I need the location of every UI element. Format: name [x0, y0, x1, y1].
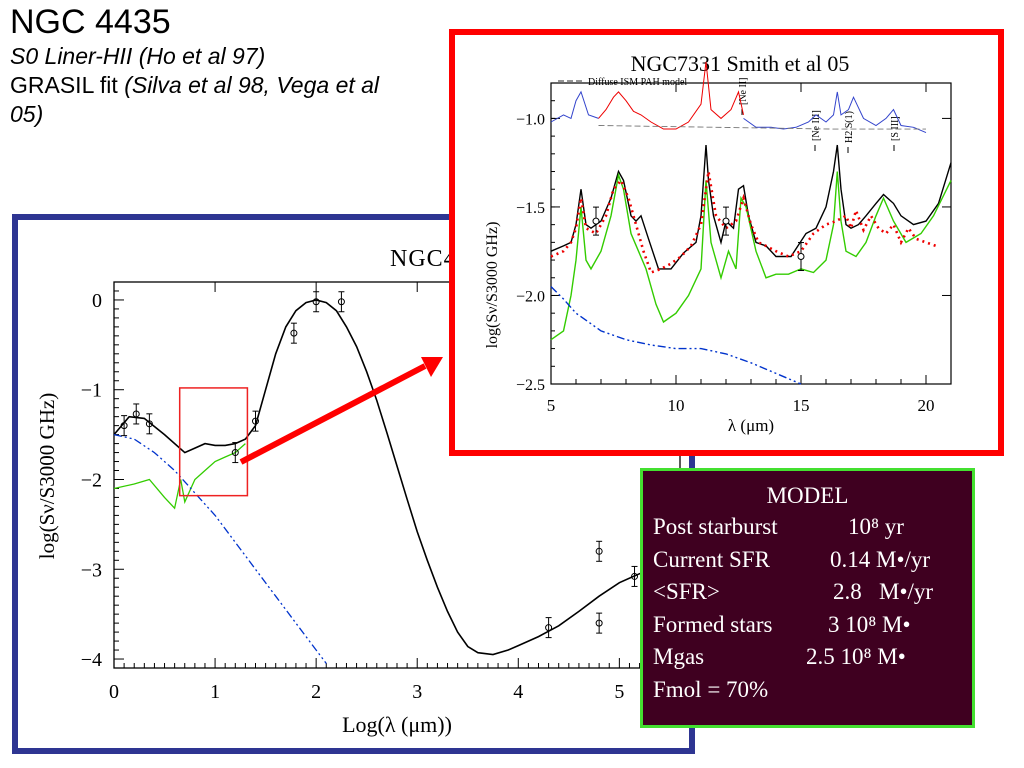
model-series-line-1: [550, 171, 952, 341]
slide-title-block: NGC 4435 S0 Liner-HII (Ho et al 97) GRAS…: [10, 2, 379, 129]
model-value: 2.5 10⁸ M•: [806, 644, 906, 669]
data-point: [595, 547, 603, 555]
model-row-formed-stars: Formed stars 3 10⁸ M•: [643, 609, 972, 642]
y-tick-label: −1.0: [516, 111, 545, 128]
ngc7331-mir-chart: NGC7331 Smith et al 05 5 10 15 20 −1.0 −1.5 −2.…: [484, 51, 952, 435]
y-tick-label: −1: [81, 380, 102, 402]
model-series-line-2: [113, 433, 327, 664]
model-label: Formed stars: [653, 611, 773, 637]
data-point: [312, 298, 320, 306]
y-axis-label: log(Sν/S3000 GHz): [484, 222, 501, 349]
model-label: Fmol = 70%: [653, 676, 769, 702]
model-row-current-sfr: Current SFR 0.14 M•/yr: [643, 544, 972, 577]
y-tick-label: −3: [81, 559, 102, 581]
zoom-region-box: [178, 387, 249, 497]
model-row-fmol: Fmol = 70%: [643, 674, 972, 707]
line-label: [Ne II]: [738, 78, 749, 105]
data-point: [145, 420, 153, 428]
model-label: <SFR>: [653, 579, 720, 604]
x-tick-label: 10: [668, 396, 685, 415]
x-tick-label: 0: [109, 681, 119, 703]
model-series-line-4: [550, 90, 599, 123]
model-row-mgas: Mgas 2.5 10⁸ M•: [643, 641, 972, 674]
y-tick-label: −2.0: [516, 288, 545, 305]
data-point: [592, 217, 600, 225]
model-series-line-6: [743, 91, 927, 134]
model-value: 0.14 M•/yr: [830, 546, 931, 572]
model-series-line-3: [550, 286, 802, 385]
x-tick-label: 15: [793, 396, 810, 415]
data-point: [337, 298, 345, 306]
ngc7331-inset-panel: NGC7331 Smith et al 05 5 10 15 20 −1.0 −1.5 −2.…: [449, 29, 1004, 456]
x-tick-label: 4: [513, 681, 523, 703]
data-point: [290, 329, 298, 337]
y-axis-label: log(Sν/S3000 GHz): [35, 393, 59, 559]
data-point: [120, 422, 128, 430]
y-tick-label: 0: [92, 290, 102, 312]
subtitle-grasil-ref: (Silva et al 98, Vega et al: [124, 72, 380, 98]
model-label: Mgas: [653, 644, 705, 669]
model-row-mean-sfr: <SFR> 2.8 M•/yr: [643, 576, 972, 609]
x-axis-label: λ (μm): [728, 416, 774, 435]
y-tick-label: −2: [81, 469, 102, 491]
model-series-line-2: [550, 171, 937, 275]
model-series-line-5: [598, 61, 744, 130]
model-series-line-0: [113, 299, 655, 656]
line-label: [Ne III]: [811, 110, 822, 141]
x-axis-label: Log(λ (μm)): [342, 712, 452, 737]
legend-text: Diffuse ISM PAH model: [588, 77, 687, 88]
x-tick-label: 1: [210, 681, 220, 703]
model-label: Post starburst: [653, 514, 778, 539]
subtitle-grasil-plain: GRASIL fit: [10, 72, 125, 98]
model-row-post-starburst: Post starburst 10⁸ yr: [643, 511, 972, 544]
data-point: [722, 217, 730, 225]
subtitle-grasil-year: 05): [10, 101, 44, 127]
y-tick-label: −2.5: [516, 377, 545, 394]
data-point: [252, 417, 259, 425]
x-tick-label: 5: [614, 681, 624, 703]
subtitle-grasil: GRASIL fit (Silva et al 98, Vega et al: [10, 71, 379, 100]
data-point: [797, 253, 805, 261]
slide-title: NGC 4435: [10, 3, 171, 41]
model-series-line-1: [113, 443, 246, 510]
y-tick-label: −4: [81, 649, 102, 671]
x-tick-label: 2: [311, 681, 321, 703]
model-parameters-box: MODEL Post starburst 10⁸ yr Current SFR …: [640, 468, 975, 728]
line-label: H2 S(1): [844, 111, 855, 143]
x-tick-label: 5: [547, 396, 556, 415]
model-value: 2.8 M•/yr: [833, 579, 934, 604]
subtitle-classification: S0 Liner-HII (Ho et al 97): [10, 43, 266, 69]
model-series-line-0: [550, 144, 952, 270]
x-tick-label: 20: [918, 396, 935, 415]
model-label: Current SFR: [653, 546, 770, 572]
model-value: 3 10⁸ M•: [828, 611, 911, 637]
data-point: [231, 449, 239, 457]
data-point: [595, 619, 603, 627]
x-tick-label: 3: [412, 681, 422, 703]
data-point: [631, 572, 639, 580]
data-point: [132, 410, 140, 418]
model-title: MODEL: [766, 483, 849, 508]
chart-title: NGC7331 Smith et al 05: [631, 51, 850, 76]
model-value: 10⁸ yr: [848, 514, 904, 539]
y-tick-label: −1.5: [516, 200, 545, 217]
diffuse-ism-template-line: [598, 125, 926, 130]
data-point: [545, 624, 553, 632]
